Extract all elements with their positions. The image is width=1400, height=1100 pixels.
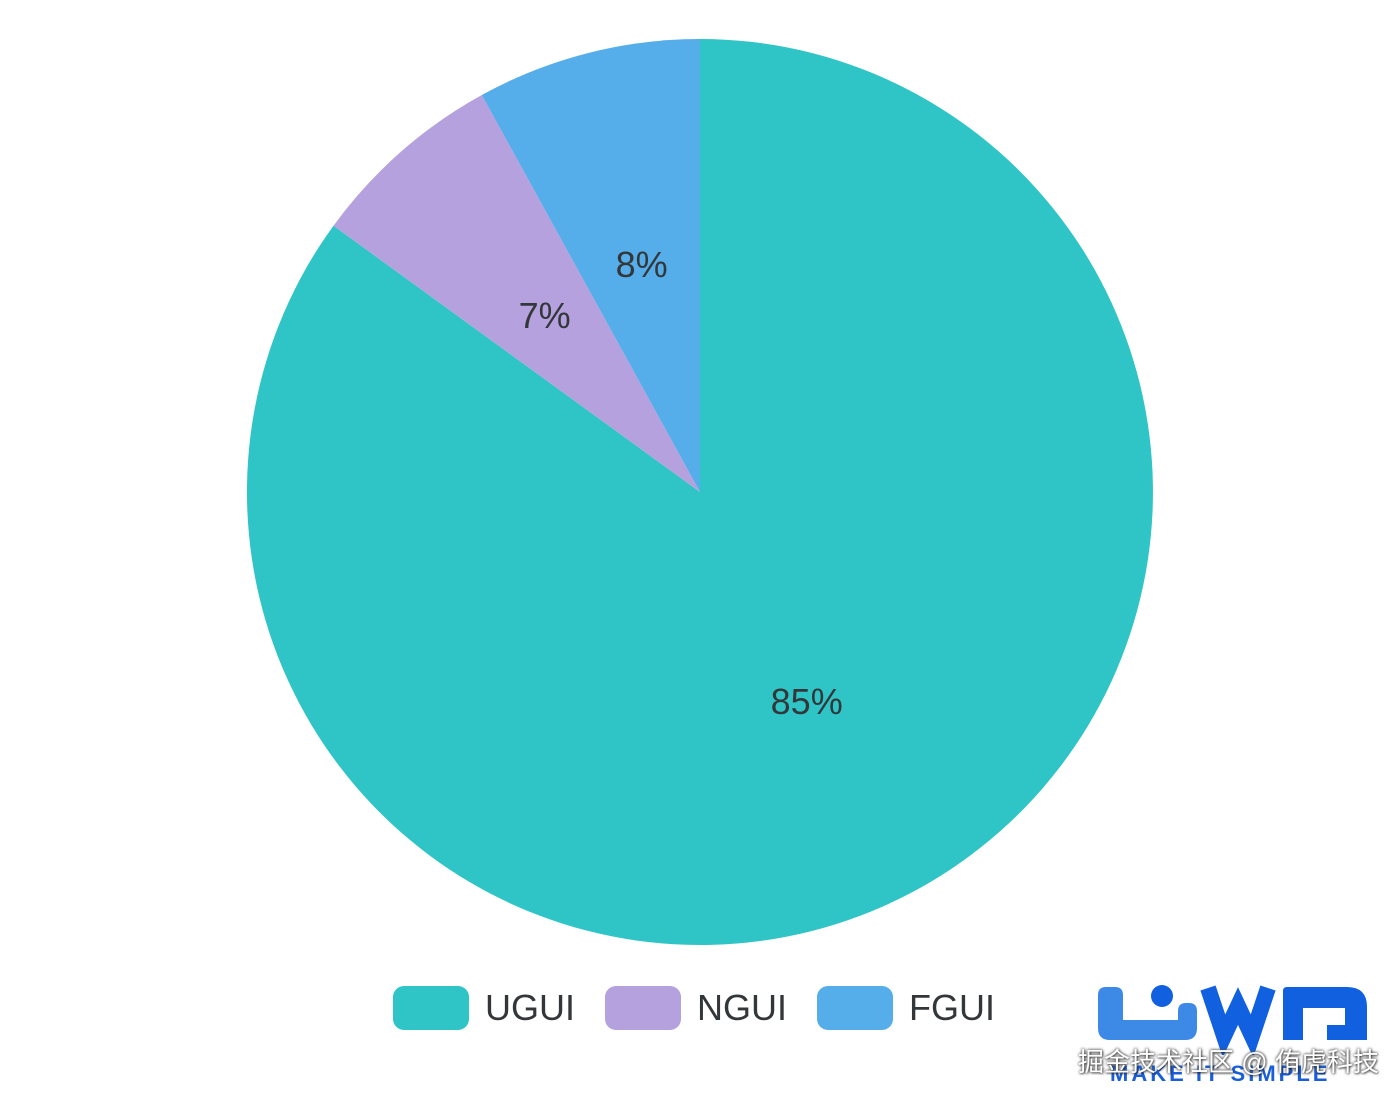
pie-slice-ugui [246,39,1153,945]
slice-label-ngui: 7% [519,295,571,336]
legend-item-fgui[interactable]: FGUI [817,986,995,1030]
logo-dot [1151,985,1173,1007]
legend-swatch-fgui [817,986,893,1030]
logo-a-shape [1283,987,1367,1040]
legend-label-ugui: UGUI [485,987,575,1028]
slice-label-fgui: 8% [616,244,668,285]
chart-legend: UGUI NGUI FGUI [0,986,1388,1030]
legend-swatch-ugui [393,986,469,1030]
watermark-text: 掘金技术社区 @ 侑虎科技 [1078,1047,1379,1077]
logo-tagline: MAKE IT SIMPLE [1110,1061,1331,1086]
pie-slice-ngui [333,95,700,492]
legend-label-fgui: FGUI [909,987,995,1028]
slice-label-ugui: 85% [771,681,843,722]
logo-u-shape [1098,987,1197,1040]
pie-slice-fgui [481,38,700,492]
legend-item-ngui[interactable]: NGUI [605,986,787,1030]
legend-swatch-ngui [605,986,681,1030]
brand-logo: MAKE IT SIMPLE [1090,975,1390,1095]
legend-item-ugui[interactable]: UGUI [393,986,575,1030]
logo-w-shape [1200,985,1276,1055]
legend-label-ngui: NGUI [697,987,787,1028]
uwa-logo-icon [1098,985,1367,1055]
